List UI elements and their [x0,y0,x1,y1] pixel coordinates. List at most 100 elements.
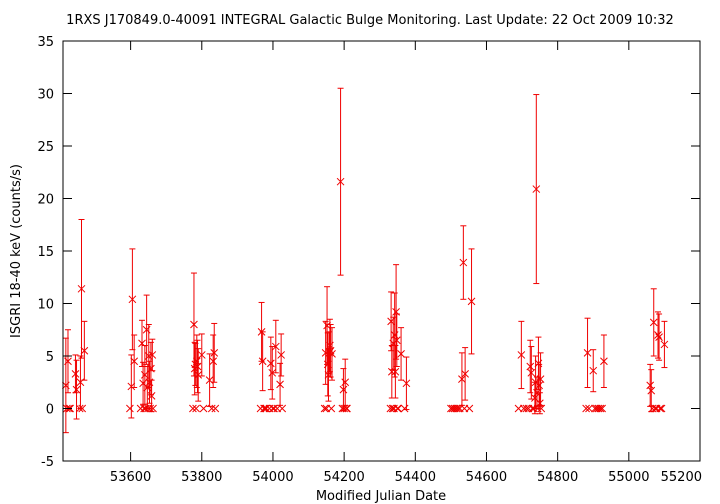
point-marker [126,404,134,413]
data-point [340,404,348,413]
x-tick-label: 53800 [181,470,222,485]
data-point [537,404,546,413]
data-point [392,313,401,367]
point-marker [392,336,401,345]
y-tick-label: 20 [37,193,54,208]
data-point [76,355,85,409]
point-marker [128,295,137,304]
data-point [517,320,526,390]
x-tick-label: 54000 [252,470,293,485]
data-point [189,404,197,413]
point-marker [327,404,336,413]
data-point [327,404,336,413]
point-marker [342,404,351,413]
point-marker [199,404,208,413]
point-marker [654,331,662,339]
data-point [277,333,285,377]
data-point [400,404,409,413]
point-marker [467,297,476,306]
chart-title: 1RXS J170849.0-40091 INTEGRAL Galactic B… [66,13,674,28]
point-marker [64,357,72,366]
data-point [148,338,157,372]
point-marker [207,404,216,413]
data-point [210,322,219,383]
data-point [339,368,348,412]
data-point [211,404,220,413]
point-marker [262,404,271,413]
data-point [326,324,335,378]
data-point [583,317,592,388]
point-marker [532,185,541,193]
point-marker [343,404,351,413]
point-marker [596,404,605,413]
y-tick-label: -5 [41,455,54,470]
point-marker [130,357,139,366]
point-marker [585,404,593,413]
data-point [192,404,200,413]
data-point [328,327,336,381]
point-marker [536,375,545,383]
point-marker [80,346,89,355]
data-point [589,349,598,393]
point-marker [394,404,403,413]
data-point [127,354,136,419]
y-tick-label: 25 [37,140,54,155]
data-point [266,336,275,391]
point-marker [647,386,656,395]
point-marker [459,258,468,267]
data-point [77,219,86,359]
data-point [64,329,72,394]
data-point [391,345,400,399]
data-point [454,404,462,413]
point-marker [147,392,156,400]
data-point [660,320,669,369]
x-tick-label: 54600 [466,470,507,485]
data-point [467,248,476,355]
point-marker [258,357,267,366]
data-point [656,404,664,413]
point-marker [517,351,526,359]
data-point [276,362,284,406]
x-tick-label: 54200 [323,470,364,485]
point-marker [210,348,219,357]
point-marker [323,321,331,330]
y-tick-label: 5 [46,350,54,365]
point-marker [278,404,287,413]
data-point [140,404,148,413]
data-point [271,319,280,374]
point-marker [536,399,544,408]
data-point [649,288,658,357]
data-point [194,348,203,402]
point-marker [393,404,402,413]
data-point [320,404,329,413]
data-point [130,334,139,388]
x-axis: 53600 53800 54000 54200 54400 54600 54800 55000… [110,41,702,485]
point-marker [535,381,544,390]
point-marker [139,379,147,388]
point-marker [127,382,136,391]
point-marker [522,404,531,413]
point-marker [193,362,202,371]
point-marker [336,177,345,186]
data-point [262,404,271,413]
y-axis: -5 0 5 10 15 20 25 30 35 [37,35,700,470]
point-marker [583,348,592,357]
data-point [146,404,155,413]
data-point [80,320,89,381]
point-marker [78,404,87,413]
point-marker [527,368,536,377]
point-marker [537,404,546,413]
data-point [522,404,531,413]
point-marker [326,346,335,355]
data-point [458,352,466,406]
point-marker [190,320,198,329]
data-point [596,404,605,413]
data-point [582,404,590,413]
point-marker [649,318,658,327]
point-marker [148,351,157,359]
point-marker [594,404,603,413]
y-tick-label: 30 [37,88,54,103]
point-marker [655,333,663,341]
data-point [452,404,461,413]
data-point [270,404,278,413]
